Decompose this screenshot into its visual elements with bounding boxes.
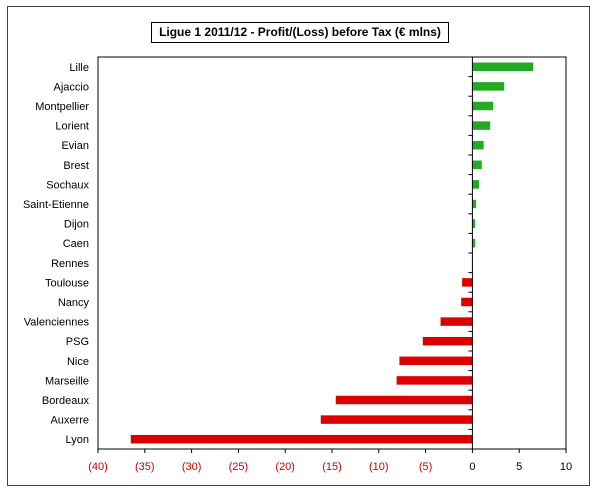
- bar: [472, 121, 491, 130]
- x-tick-label: (5): [419, 461, 432, 473]
- bar: [461, 297, 473, 307]
- category-label: PSG: [66, 336, 89, 348]
- plot-area-border: [97, 56, 567, 450]
- x-tick-label: (25): [229, 461, 249, 473]
- bar: [396, 376, 473, 385]
- x-tick-label: 10: [560, 461, 572, 473]
- category-label: Rennes: [51, 258, 89, 270]
- bar: [472, 140, 484, 150]
- x-tick-label: 5: [516, 461, 522, 473]
- bar: [462, 278, 473, 287]
- bar: [399, 356, 473, 366]
- bar: [472, 160, 482, 170]
- category-label: Toulouse: [45, 277, 89, 289]
- category-label: Lille: [69, 62, 89, 74]
- x-tick-label: (30): [182, 461, 202, 473]
- bar: [472, 62, 534, 72]
- bar: [472, 238, 476, 248]
- category-label: Montpellier: [35, 101, 89, 113]
- chart-title: Ligue 1 2011/12 - Profit/(Loss) before T…: [151, 22, 449, 43]
- category-label: Lyon: [66, 434, 89, 446]
- category-label: Nice: [67, 356, 89, 368]
- bar: [320, 415, 473, 424]
- x-tick-label: (10): [369, 461, 389, 473]
- category-label: Auxerre: [50, 415, 89, 427]
- category-label: Lorient: [55, 121, 89, 133]
- bar: [440, 317, 473, 326]
- category-label: Ajaccio: [54, 81, 89, 93]
- category-label: Marseille: [45, 375, 89, 387]
- x-tick-label: (40): [88, 461, 108, 473]
- x-tick-label: 0: [469, 461, 475, 473]
- x-tick-label: (20): [275, 461, 295, 473]
- category-label: Dijon: [64, 219, 89, 231]
- bar: [335, 395, 473, 405]
- bar: [130, 434, 473, 444]
- category-label: Valenciennes: [24, 317, 90, 329]
- category-label: Evian: [61, 140, 89, 152]
- bar: [472, 101, 493, 111]
- category-label: Sochaux: [46, 179, 89, 191]
- bar: [422, 336, 473, 346]
- bar: [472, 180, 479, 189]
- category-label: Bordeaux: [42, 395, 90, 407]
- bar: [472, 219, 476, 228]
- x-tick-label: (35): [135, 461, 155, 473]
- category-label: Nancy: [58, 297, 90, 309]
- category-label: Caen: [63, 238, 89, 250]
- category-label: Brest: [63, 160, 89, 172]
- x-tick-label: (15): [322, 461, 342, 473]
- category-label: Saint-Etienne: [23, 199, 89, 211]
- bar: [472, 199, 477, 209]
- bar: [472, 82, 505, 91]
